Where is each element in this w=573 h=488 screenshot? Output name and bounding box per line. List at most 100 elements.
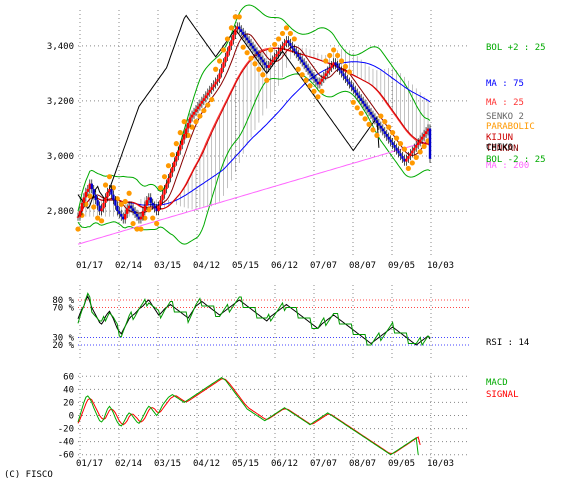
- parabolic-dot: [157, 185, 164, 191]
- candle-body: [271, 59, 274, 63]
- x-tick-label: 04/12: [193, 261, 220, 271]
- candle-body: [236, 26, 239, 30]
- candle-body: [106, 191, 109, 198]
- candle-body: [120, 213, 123, 217]
- parabolic-dot: [126, 190, 132, 196]
- parabolic-dot: [209, 96, 215, 103]
- candle-body: [129, 205, 133, 209]
- parabolic-dot: [98, 218, 105, 224]
- y-tick-label: -60: [58, 451, 74, 461]
- candle-body: [182, 134, 186, 140]
- x-tick-label: 01/17: [76, 261, 103, 271]
- x-tick-label: 08/07: [349, 261, 376, 271]
- parabolic-dot: [169, 152, 175, 158]
- candle-body: [397, 150, 400, 154]
- candle-body: [281, 45, 284, 49]
- parabolic-dot: [417, 149, 423, 155]
- parabolic-dot: [354, 105, 360, 111]
- candle-body: [401, 156, 404, 159]
- parabolic-dot: [201, 107, 207, 114]
- candle-body: [186, 122, 190, 129]
- y-tick-label: 30 %: [52, 334, 74, 344]
- candle-body: [381, 128, 385, 132]
- candle-body: [358, 95, 361, 99]
- candle-body: [413, 147, 416, 151]
- candle-body: [332, 62, 335, 66]
- parabolic-dot: [401, 146, 408, 152]
- candle-body: [208, 89, 211, 93]
- candle-body: [108, 189, 111, 192]
- parabolic-dot: [374, 132, 380, 138]
- candle-body: [240, 29, 243, 33]
- candle-body: [179, 145, 182, 151]
- candle-body: [161, 194, 164, 201]
- candle-body: [196, 106, 200, 110]
- parabolic-dot: [146, 207, 152, 213]
- candle-body: [322, 76, 326, 79]
- candle-body: [171, 167, 174, 173]
- candle-body: [361, 100, 365, 104]
- candle-body: [308, 70, 312, 74]
- legend-entry: RSI : 14: [486, 338, 529, 348]
- candle-body: [367, 109, 371, 112]
- candle-body: [198, 103, 202, 107]
- candle-body: [155, 208, 158, 212]
- candle-body: [96, 200, 99, 206]
- parabolic-dot: [378, 113, 384, 119]
- x-tick-label: 01/17: [76, 459, 103, 469]
- candle-body: [424, 131, 428, 134]
- candle-body: [141, 211, 145, 217]
- candle-body: [389, 139, 392, 143]
- candle-body: [383, 131, 386, 134]
- candle-body: [415, 145, 418, 148]
- candle-body: [417, 142, 420, 146]
- candle-body: [422, 134, 426, 137]
- parabolic-dot: [142, 215, 148, 221]
- candle-body: [371, 114, 375, 118]
- candle-body: [175, 156, 178, 162]
- macd-line: [77, 376, 419, 456]
- parabolic-dot: [83, 201, 89, 207]
- x-tick-label: 10/03: [427, 459, 454, 469]
- candle-body: [122, 216, 125, 220]
- parabolic-dot: [291, 36, 297, 42]
- candle-body: [169, 172, 172, 179]
- legend-entry: TENKAN: [486, 144, 519, 154]
- candle-body: [306, 67, 310, 71]
- candle-body: [143, 205, 147, 212]
- parabolic-dot: [161, 174, 168, 180]
- parabolic-dot: [386, 124, 392, 130]
- candle-body: [391, 142, 394, 146]
- parabolic-dot: [193, 119, 199, 125]
- rsi-line: [77, 295, 431, 346]
- candle-body: [94, 194, 97, 201]
- candle-body: [259, 56, 263, 60]
- legend-entry: BOL -2 : 25: [486, 155, 546, 165]
- candle-body: [241, 32, 245, 35]
- parabolic-dot: [331, 47, 337, 53]
- parabolic-dot: [413, 154, 419, 161]
- parabolic-dot: [272, 41, 278, 48]
- candle-body: [283, 43, 286, 46]
- candle-body: [369, 111, 373, 115]
- parabolic-dot: [114, 196, 120, 202]
- parabolic-dot: [327, 52, 333, 59]
- candle-body: [356, 92, 359, 96]
- bol-upper-line: [77, 4, 431, 212]
- parabolic-dot: [334, 52, 341, 59]
- legend-entry: PARABOLIC: [486, 122, 535, 132]
- x-tick-label: 07/07: [310, 261, 337, 271]
- candle-body: [334, 62, 337, 66]
- parabolic-dot: [346, 69, 352, 75]
- candle-body: [137, 216, 141, 220]
- candle-body: [409, 153, 412, 157]
- candle-body: [291, 45, 294, 49]
- candle-body: [255, 51, 259, 55]
- parabolic-dot: [307, 83, 313, 89]
- y-tick-label: 3,000: [47, 152, 74, 162]
- candle-body: [265, 65, 268, 68]
- y-tick-label: 80 %: [52, 296, 74, 306]
- candle-body: [403, 158, 406, 162]
- legend-entry: KIJUN: [486, 133, 513, 143]
- candle-body: [222, 62, 225, 68]
